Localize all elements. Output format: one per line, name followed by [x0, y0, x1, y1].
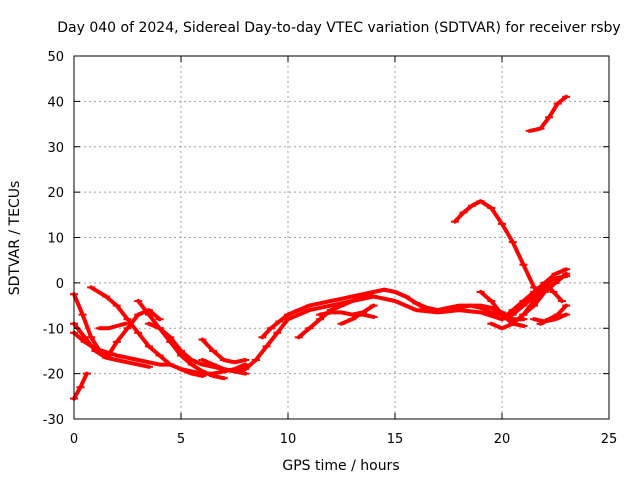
series-arc-22: [519, 271, 571, 317]
y-tick-label: 0: [56, 277, 64, 292]
y-tick-label: -20: [43, 368, 64, 383]
x-tick-label: 15: [387, 432, 404, 447]
series-line: [72, 371, 89, 401]
series-arc-24: [536, 303, 571, 326]
series-line: [527, 94, 569, 133]
series-arc-26: [525, 94, 571, 133]
x-tick-label: 25: [601, 432, 618, 447]
data-series-group: [70, 94, 571, 401]
series-arc-17: [450, 199, 539, 290]
x-axis-label: GPS time / hours: [282, 458, 399, 474]
y-tick-label: -30: [43, 413, 64, 428]
series-arc-11: [198, 294, 506, 374]
y-axis-label: SDTVAR / TECUs: [7, 181, 23, 296]
series-line: [452, 199, 537, 290]
y-tick-label: 50: [47, 50, 64, 65]
x-tick-label: 5: [177, 432, 185, 447]
x-tick-label: 10: [280, 432, 297, 447]
y-tick-label: 20: [47, 186, 64, 201]
series-arc-10: [198, 337, 250, 365]
y-tick-label: -10: [43, 322, 64, 337]
series-arc-1: [70, 371, 91, 401]
series-arc-6: [95, 321, 130, 331]
x-tick-label: 20: [494, 432, 511, 447]
x-tick-label: 0: [70, 432, 78, 447]
axis-ticks: -30 -20 -10 0 10 20 30 40 50 0 5 10 15 20 25: [43, 50, 618, 447]
y-tick-label: 30: [47, 141, 64, 156]
grid: [74, 56, 609, 419]
y-tick-label: 40: [47, 95, 64, 110]
series-line: [72, 292, 162, 358]
series-line: [200, 337, 248, 365]
series-line: [97, 321, 128, 331]
chart-title: Day 040 of 2024, Sidereal Day-to-day VTE…: [57, 20, 620, 36]
series-arc-13: [294, 287, 506, 340]
series-arc-16: [348, 312, 378, 319]
series-arc-25: [540, 280, 566, 303]
y-tick-label: 10: [47, 232, 64, 247]
series-line: [538, 303, 569, 326]
